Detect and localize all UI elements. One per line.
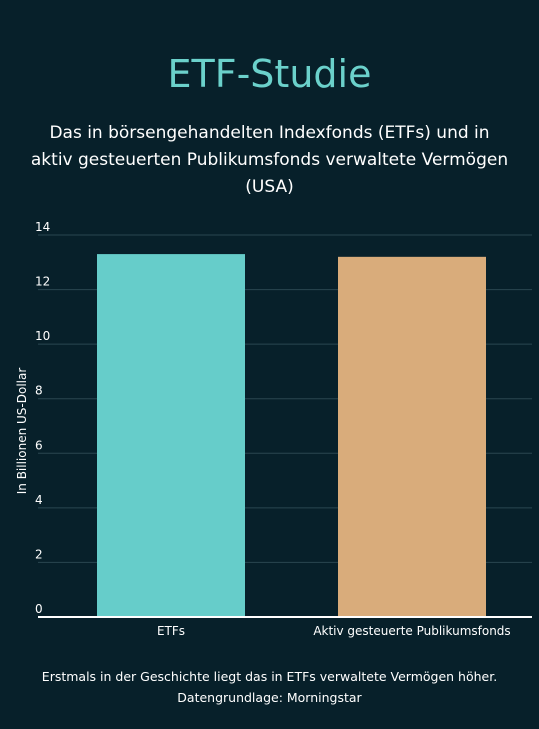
y-tick-label: 8 <box>35 384 43 398</box>
x-category-label: Aktiv gesteuerte Publikumsfonds <box>313 624 510 638</box>
page-title: ETF-Studie <box>167 52 372 96</box>
y-tick-label: 0 <box>35 602 43 616</box>
y-tick-label: 10 <box>35 329 50 343</box>
x-category-label: ETFs <box>157 624 185 638</box>
x-axis-categories: ETFs Aktiv gesteuerte Publikumsfonds <box>157 624 511 638</box>
y-tick-label: 2 <box>35 547 43 561</box>
bar-chart: 0 2 4 6 8 10 12 14 ETFs Aktiv gesteuerte Publiku… <box>15 220 532 638</box>
y-tick-label: 4 <box>35 493 43 507</box>
y-axis-ticks: 0 2 4 6 8 10 12 14 <box>35 220 50 616</box>
y-tick-label: 14 <box>35 220 50 234</box>
bar-etfs <box>97 254 245 617</box>
bars <box>97 254 486 617</box>
y-axis-label: In Billionen US-Dollar <box>15 368 29 495</box>
y-tick-label: 6 <box>35 438 43 452</box>
footnote: Erstmals in der Geschichte liegt das in … <box>41 669 498 705</box>
chart-subtitle: Das in börsengehandelten Indexfonds (ETF… <box>30 123 509 197</box>
y-tick-label: 12 <box>35 275 50 289</box>
bar-aktiv-gesteuerte-publikumsfonds <box>338 256 486 617</box>
